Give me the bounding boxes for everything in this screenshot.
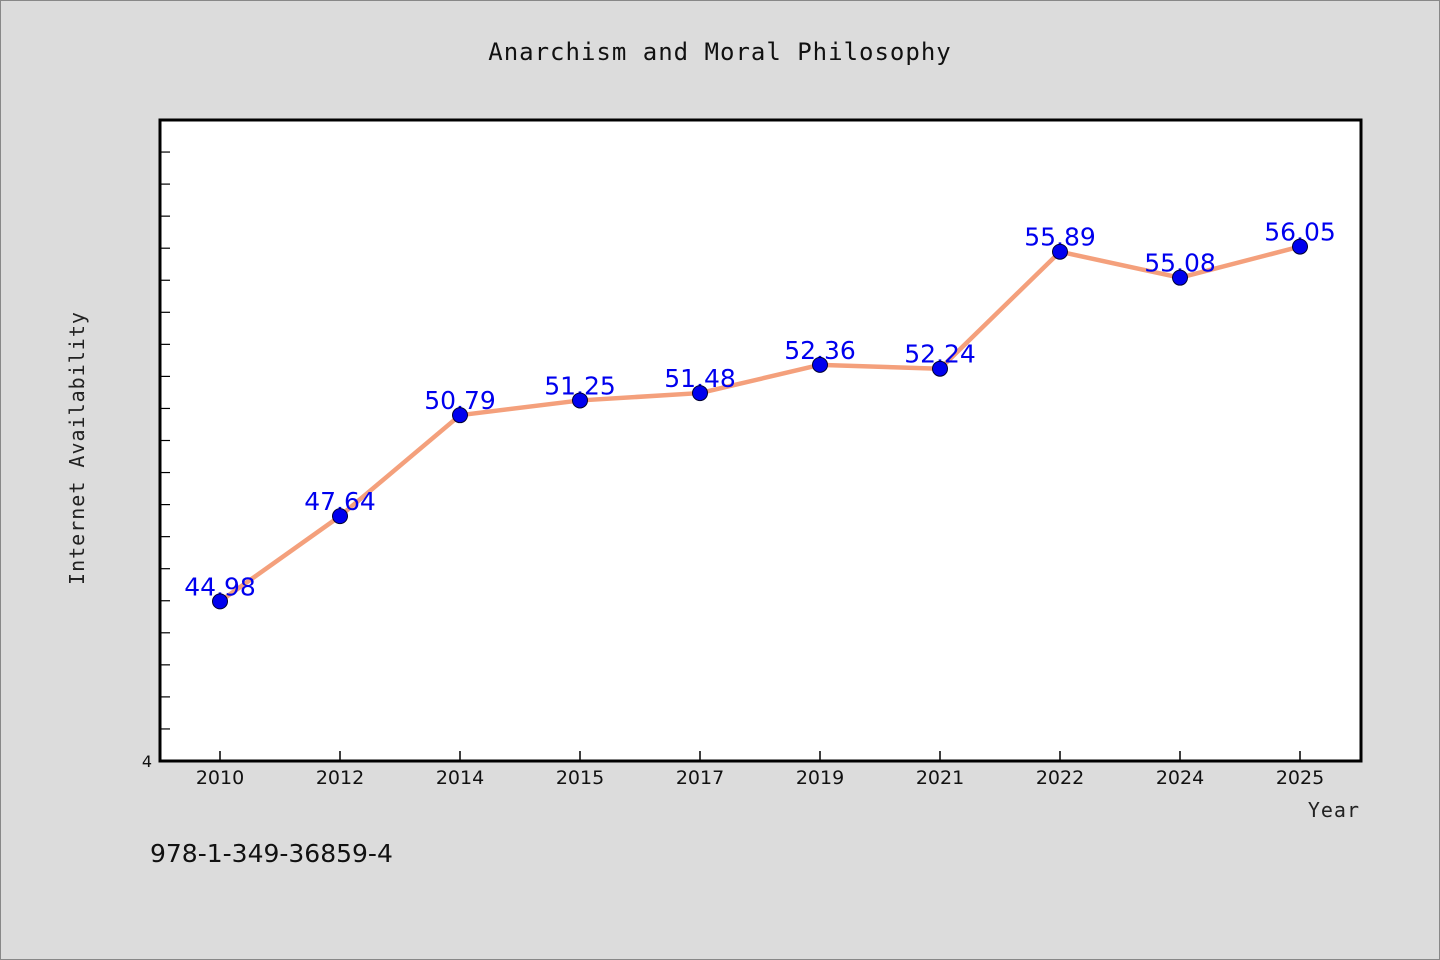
y-axis-label: Internet Availability xyxy=(65,311,89,585)
x-tick-label: 2022 xyxy=(1036,767,1084,789)
plot-area xyxy=(158,118,1363,763)
data-point xyxy=(452,407,468,424)
chart-title: Anarchism and Moral Philosophy xyxy=(488,38,951,66)
x-tick-label: 2015 xyxy=(556,767,604,789)
x-tick-label: 2021 xyxy=(916,767,964,789)
data-point xyxy=(332,508,348,525)
data-point xyxy=(692,385,708,402)
x-tick-label: 2017 xyxy=(676,767,724,789)
data-point xyxy=(812,356,828,373)
data-point xyxy=(1292,238,1308,255)
x-tick-label: 2012 xyxy=(316,767,364,789)
x-tick-label: 2010 xyxy=(196,767,244,789)
isbn-text: 978-1-349-36859-4 xyxy=(150,839,393,868)
x-tick-label: 2024 xyxy=(1156,767,1204,789)
x-axis-label: Year xyxy=(1308,798,1360,822)
x-tick-label: 2014 xyxy=(436,767,484,789)
x-tick-label: 2019 xyxy=(796,767,844,789)
data-point xyxy=(572,392,588,409)
data-point xyxy=(1172,269,1188,286)
x-tick-label: 2025 xyxy=(1276,767,1324,789)
data-point xyxy=(212,593,228,610)
y-axis-ticks xyxy=(160,119,170,762)
data-point xyxy=(932,360,948,377)
data-point xyxy=(1052,243,1068,260)
x-axis-ticks: 2010 2012 2014 2015 2017 2019 2021 2022 2024 2025 xyxy=(196,751,1324,789)
y-tick-label: 4 xyxy=(142,752,152,771)
series-line xyxy=(218,244,1301,604)
